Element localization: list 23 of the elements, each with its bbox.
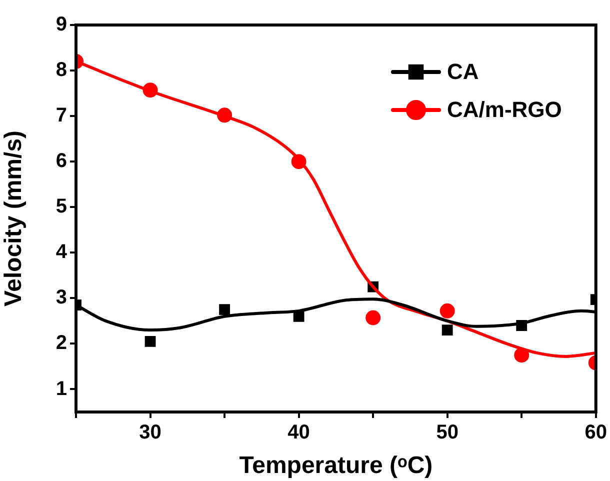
point <box>219 304 230 316</box>
y-tick-label: 8 <box>56 59 67 82</box>
point <box>366 310 381 326</box>
y-tick-label: 1 <box>56 378 67 400</box>
point <box>442 324 453 336</box>
point <box>144 336 156 347</box>
y-tick-label: 2 <box>56 332 67 354</box>
y-tick-label: 7 <box>56 104 67 127</box>
y-axis-title: Velocity (mm/s) <box>0 130 28 307</box>
legend-label: CA/m-RGO <box>446 97 562 122</box>
y-tick-label: 6 <box>56 150 67 172</box>
point <box>440 303 455 318</box>
x-tick-label: 60 <box>584 422 607 444</box>
x-tick-label: 50 <box>436 422 458 444</box>
y-tick-label: 5 <box>56 196 67 218</box>
x-axis-title: Temperature (ᵒC) <box>239 452 433 480</box>
x-tick-label: 30 <box>139 422 162 444</box>
y-tick-label: 3 <box>56 286 67 309</box>
legend-label: CA <box>446 59 479 84</box>
x-tick-label: 40 <box>288 422 310 444</box>
y-tick-label: 9 <box>56 14 67 36</box>
point <box>293 310 304 322</box>
y-tick-label: 4 <box>56 241 68 264</box>
